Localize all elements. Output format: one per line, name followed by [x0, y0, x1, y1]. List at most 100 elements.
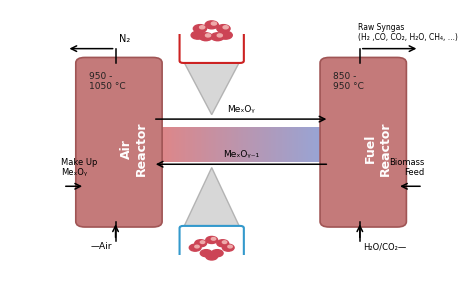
Polygon shape	[217, 127, 218, 162]
Circle shape	[211, 33, 224, 41]
FancyBboxPatch shape	[76, 57, 162, 227]
Polygon shape	[299, 127, 301, 162]
Polygon shape	[328, 127, 329, 162]
Polygon shape	[229, 127, 230, 162]
Polygon shape	[202, 127, 204, 162]
Polygon shape	[197, 127, 199, 162]
Polygon shape	[245, 127, 246, 162]
Polygon shape	[259, 127, 261, 162]
Polygon shape	[156, 127, 158, 162]
Polygon shape	[239, 127, 241, 162]
Polygon shape	[248, 127, 250, 162]
Polygon shape	[269, 127, 271, 162]
Circle shape	[189, 244, 201, 251]
Polygon shape	[285, 127, 287, 162]
Polygon shape	[188, 127, 190, 162]
Circle shape	[195, 240, 207, 247]
Circle shape	[223, 26, 228, 29]
Polygon shape	[237, 127, 239, 162]
Polygon shape	[201, 127, 202, 162]
Polygon shape	[176, 127, 178, 162]
Polygon shape	[234, 127, 236, 162]
Polygon shape	[179, 127, 181, 162]
Circle shape	[217, 240, 228, 247]
Polygon shape	[294, 127, 296, 162]
Circle shape	[199, 33, 212, 41]
Text: H₂O/CO₂—: H₂O/CO₂—	[364, 243, 407, 251]
Text: 850 -
950 °C: 850 - 950 °C	[333, 72, 364, 91]
Circle shape	[200, 26, 205, 29]
Polygon shape	[211, 127, 213, 162]
Polygon shape	[317, 127, 319, 162]
Circle shape	[195, 245, 199, 248]
Text: Air
Reactor: Air Reactor	[120, 121, 148, 176]
Polygon shape	[223, 127, 225, 162]
Polygon shape	[296, 127, 298, 162]
Circle shape	[201, 250, 212, 257]
Polygon shape	[183, 168, 240, 228]
Polygon shape	[227, 127, 229, 162]
Polygon shape	[274, 127, 276, 162]
Polygon shape	[257, 127, 259, 162]
Circle shape	[191, 31, 204, 39]
Circle shape	[201, 241, 205, 243]
Polygon shape	[167, 127, 169, 162]
Polygon shape	[329, 127, 347, 162]
Polygon shape	[264, 127, 266, 162]
Polygon shape	[310, 127, 311, 162]
Polygon shape	[289, 127, 291, 162]
Circle shape	[206, 237, 218, 243]
Polygon shape	[183, 127, 185, 162]
Polygon shape	[301, 127, 303, 162]
Polygon shape	[319, 127, 320, 162]
Polygon shape	[165, 127, 167, 162]
Text: Fuel
Reactor: Fuel Reactor	[364, 121, 392, 176]
Polygon shape	[160, 127, 162, 162]
Polygon shape	[158, 127, 160, 162]
Circle shape	[205, 21, 219, 29]
Polygon shape	[291, 127, 292, 162]
Polygon shape	[186, 127, 188, 162]
FancyBboxPatch shape	[320, 57, 406, 227]
Polygon shape	[220, 127, 222, 162]
Polygon shape	[181, 127, 183, 162]
Polygon shape	[266, 127, 267, 162]
Circle shape	[211, 238, 216, 240]
FancyBboxPatch shape	[180, 226, 244, 272]
Polygon shape	[273, 127, 274, 162]
Text: Raw Syngas
(H₂ ,CO, CO₂, H₂O, CH₄, ...): Raw Syngas (H₂ ,CO, CO₂, H₂O, CH₄, ...)	[358, 23, 458, 42]
Polygon shape	[232, 127, 234, 162]
Polygon shape	[195, 127, 197, 162]
Polygon shape	[204, 127, 206, 162]
Polygon shape	[215, 127, 217, 162]
Circle shape	[228, 245, 232, 248]
Polygon shape	[225, 127, 227, 162]
Text: Biomass
Feed: Biomass Feed	[389, 158, 425, 177]
Polygon shape	[208, 127, 210, 162]
Polygon shape	[261, 127, 262, 162]
Polygon shape	[292, 127, 294, 162]
Circle shape	[211, 22, 217, 25]
Polygon shape	[303, 127, 305, 162]
Polygon shape	[267, 127, 269, 162]
Polygon shape	[171, 127, 173, 162]
Polygon shape	[313, 127, 315, 162]
Polygon shape	[287, 127, 289, 162]
Circle shape	[211, 250, 223, 257]
Polygon shape	[173, 127, 174, 162]
Circle shape	[206, 253, 218, 260]
Polygon shape	[218, 127, 220, 162]
Polygon shape	[306, 127, 308, 162]
Polygon shape	[183, 61, 240, 115]
Polygon shape	[213, 127, 215, 162]
Polygon shape	[191, 127, 193, 162]
Polygon shape	[250, 127, 252, 162]
Polygon shape	[153, 127, 155, 162]
Polygon shape	[246, 127, 248, 162]
Polygon shape	[174, 127, 176, 162]
Polygon shape	[271, 127, 273, 162]
Polygon shape	[193, 127, 195, 162]
Polygon shape	[243, 127, 245, 162]
Circle shape	[205, 34, 210, 37]
Polygon shape	[199, 127, 201, 162]
